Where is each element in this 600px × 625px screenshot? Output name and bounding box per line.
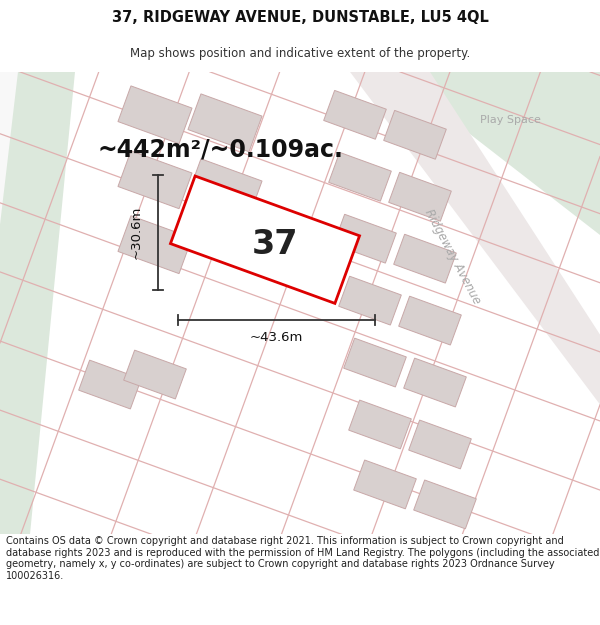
Polygon shape (188, 94, 262, 152)
Text: 37, RIDGEWAY AVENUE, DUNSTABLE, LU5 4QL: 37, RIDGEWAY AVENUE, DUNSTABLE, LU5 4QL (112, 11, 488, 26)
Polygon shape (409, 420, 472, 469)
Polygon shape (350, 72, 600, 404)
Text: Play Space: Play Space (479, 115, 541, 125)
Polygon shape (0, 72, 18, 225)
Text: 37: 37 (252, 228, 298, 261)
Polygon shape (353, 460, 416, 509)
Polygon shape (383, 111, 446, 159)
Polygon shape (188, 159, 262, 217)
Polygon shape (323, 91, 386, 139)
Polygon shape (344, 338, 406, 387)
Polygon shape (394, 234, 457, 283)
Text: ~30.6m: ~30.6m (130, 206, 143, 259)
Polygon shape (0, 72, 75, 534)
Polygon shape (390, 72, 600, 235)
Polygon shape (329, 152, 391, 201)
Text: ~43.6m: ~43.6m (250, 331, 303, 344)
Polygon shape (118, 216, 192, 274)
Polygon shape (398, 296, 461, 345)
Polygon shape (349, 400, 412, 449)
Text: Map shows position and indicative extent of the property.: Map shows position and indicative extent… (130, 48, 470, 61)
Polygon shape (118, 86, 192, 144)
Polygon shape (389, 173, 451, 221)
Polygon shape (79, 360, 142, 409)
Polygon shape (404, 358, 466, 407)
Text: Contains OS data © Crown copyright and database right 2021. This information is : Contains OS data © Crown copyright and d… (6, 536, 599, 581)
Text: Ridgeway Avenue: Ridgeway Avenue (422, 207, 484, 306)
Polygon shape (413, 480, 476, 529)
Polygon shape (124, 350, 187, 399)
Polygon shape (170, 176, 359, 303)
Polygon shape (118, 151, 192, 209)
Text: ~442m²/~0.109ac.: ~442m²/~0.109ac. (97, 138, 343, 162)
Polygon shape (334, 214, 397, 263)
Polygon shape (338, 276, 401, 325)
